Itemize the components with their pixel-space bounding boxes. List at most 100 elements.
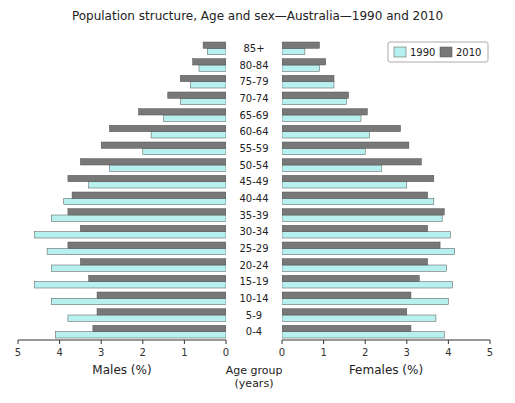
tick <box>226 340 227 344</box>
legend-swatch <box>440 47 452 57</box>
bar: 1990 55-59: 2 <box>143 148 226 154</box>
bar: 1990 65-69: 1.9 <box>282 115 361 121</box>
category-label: 55-59 <box>239 143 268 154</box>
tick <box>365 340 366 344</box>
axis-label: Females (%) <box>349 363 423 377</box>
bar: 2010 15-19: 3.3 <box>89 275 226 281</box>
tick <box>323 340 324 344</box>
title: Population structure, Age and sex—Austra… <box>72 9 443 23</box>
bar: 2010 60-64: 2.8 <box>110 125 226 131</box>
axis-label: Males (%) <box>92 363 151 377</box>
bar: 1990 50-54: 2.4 <box>282 165 382 171</box>
category-label: 70-74 <box>239 93 268 104</box>
bar: 1990 0-4: 4.1 <box>55 332 226 338</box>
bar: 1990 65-69: 1.5 <box>164 115 226 121</box>
bar: 2010 45-49: 3.65 <box>282 175 434 181</box>
bar: 2010 0-4: 3.2 <box>93 325 226 331</box>
tick <box>18 340 19 344</box>
tick-label: 4 <box>445 347 451 358</box>
tick <box>142 340 143 344</box>
bar: 1990 35-39: 4.2 <box>51 215 226 221</box>
bar: 2010 10-14: 3.1 <box>282 292 411 298</box>
bar: 1990 10-14: 4.2 <box>51 298 226 304</box>
category-label: 85+ <box>243 43 264 54</box>
bar: 1990 25-29: 4.15 <box>282 248 455 254</box>
bar: 2010 75-79: 1.25 <box>282 75 334 81</box>
category-label: 15-19 <box>239 276 268 287</box>
bar: 2010 35-39: 3.8 <box>68 209 226 215</box>
bar: 1990 20-24: 4.2 <box>51 265 226 271</box>
category-label: 50-54 <box>239 160 268 171</box>
legend-frame <box>388 42 488 62</box>
tick <box>448 340 449 344</box>
bar: 1990 30-34: 4.05 <box>282 232 450 238</box>
bar: 2010 70-74: 1.4 <box>168 92 226 98</box>
bar: 1990 10-14: 4 <box>282 298 448 304</box>
bar: 2010 30-34: 3.5 <box>282 225 428 231</box>
category-label: 60-64 <box>239 126 268 137</box>
bar: 1990 70-74: 1.55 <box>282 98 346 104</box>
bar: 2010 60-64: 2.85 <box>282 125 401 131</box>
bar: 1990 20-24: 3.95 <box>282 265 446 271</box>
bar: 2010 45-49: 3.8 <box>68 175 226 181</box>
bar: 2010 70-74: 1.6 <box>282 92 349 98</box>
bar: 2010 5-9: 3 <box>282 309 407 315</box>
bar: 1990 45-49: 3.3 <box>89 182 226 188</box>
bar: 1990 75-79: 0.85 <box>191 82 226 88</box>
tick-label: 3 <box>404 347 410 358</box>
tick <box>406 340 407 344</box>
bar: 1990 15-19: 4.1 <box>282 282 453 288</box>
category-label: 80-84 <box>239 60 268 71</box>
tick-label: 2 <box>140 347 146 358</box>
bar: 2010 80-84: 0.8 <box>193 59 226 65</box>
tick-label: 1 <box>320 347 326 358</box>
bar: 2010 55-59: 3.05 <box>282 142 409 148</box>
bars: 1990 0-4: 4.1 1990 5-9: 3.8 1990 10-14: 4.… <box>35 42 226 338</box>
bar: 2010 15-19: 3.3 <box>282 275 419 281</box>
tick-label: 5 <box>15 347 21 358</box>
bar: 2010 25-29: 3.8 <box>282 242 440 248</box>
tick-label: 2 <box>362 347 368 358</box>
bar: 2010 65-69: 2.05 <box>282 109 367 115</box>
bar: 1990 5-9: 3.7 <box>282 315 436 321</box>
bar: 1990 60-64: 2.1 <box>282 132 369 138</box>
tick <box>282 340 283 344</box>
tick-label: 5 <box>487 347 493 358</box>
bar: 2010 50-54: 3.35 <box>282 159 421 165</box>
category-label: 45-49 <box>239 176 268 187</box>
bar: 1990 50-54: 2.8 <box>110 165 226 171</box>
bar: 2010 40-44: 3.5 <box>282 192 428 198</box>
bar: 1990 85+: 0.45 <box>207 48 226 54</box>
chart: Population structure, Age and sex—Austra… <box>0 0 515 403</box>
x-axis-line <box>18 340 226 341</box>
bar: 2010 55-59: 3 <box>101 142 226 148</box>
legend-label: 2010 <box>456 47 481 58</box>
tick <box>59 340 60 344</box>
bar: 1990 60-64: 1.8 <box>151 132 226 138</box>
bar: 2010 80-84: 1.05 <box>282 59 326 65</box>
bar: 1990 5-9: 3.8 <box>68 315 226 321</box>
bar: 1990 80-84: 0.65 <box>199 65 226 71</box>
bar: 1990 0-4: 3.9 <box>282 332 444 338</box>
tick-label: 1 <box>181 347 187 358</box>
category-label: 10-14 <box>239 293 268 304</box>
bar: 2010 75-79: 1.1 <box>180 75 226 81</box>
bar: 1990 25-29: 4.3 <box>47 248 226 254</box>
legend: 1990 2010 <box>388 42 488 62</box>
category-label: 30-34 <box>239 226 268 237</box>
bar: 2010 25-29: 3.8 <box>68 242 226 248</box>
axis-label: Age group(years) <box>226 364 283 390</box>
category-label: 20-24 <box>239 260 268 271</box>
bar: 1990 45-49: 3 <box>282 182 407 188</box>
legend-swatch <box>394 47 406 57</box>
tick-label: 3 <box>98 347 104 358</box>
bars: 1990 0-4: 3.9 1990 5-9: 3.7 1990 10-14: 4 1… <box>282 42 455 338</box>
bar: 1990 30-34: 4.6 <box>35 232 226 238</box>
x-axis-line <box>282 340 490 341</box>
bar: 2010 10-14: 3.1 <box>97 292 226 298</box>
category-label: 40-44 <box>239 193 268 204</box>
bar: 2010 65-69: 2.1 <box>139 109 226 115</box>
bar: 1990 85+: 0.55 <box>282 48 305 54</box>
legend-label: 1990 <box>410 47 435 58</box>
bar: 2010 30-34: 3.5 <box>80 225 226 231</box>
